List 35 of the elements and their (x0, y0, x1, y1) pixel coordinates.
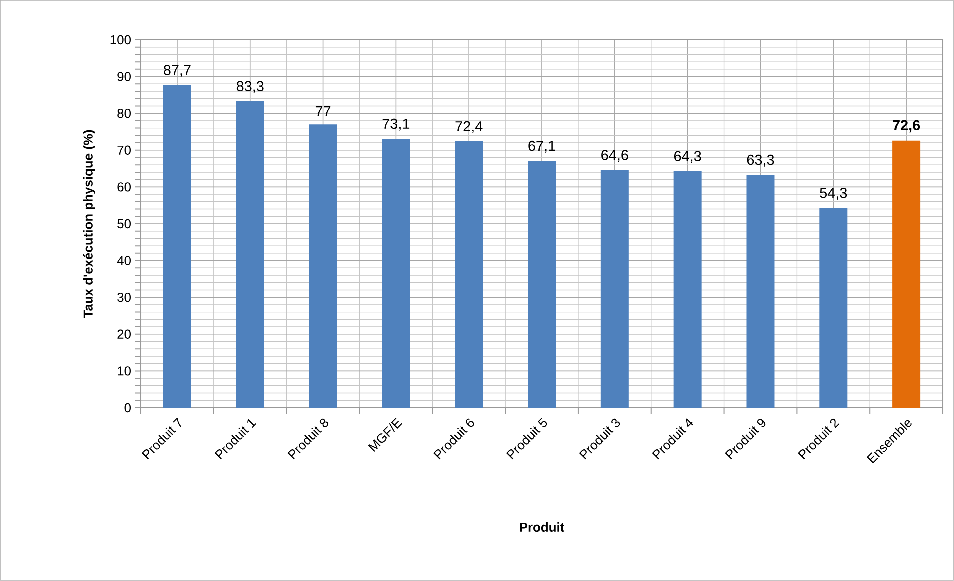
data-label: 67,1 (528, 140, 556, 153)
y-tick-label: 80 (118, 109, 131, 118)
y-axis-title: Taux d'exécution physique (%) (83, 130, 96, 318)
y-tick-label: 20 (118, 330, 131, 339)
data-label: 63,3 (747, 154, 774, 167)
bar (528, 161, 556, 408)
bar (892, 140, 921, 408)
data-label: 77 (316, 106, 331, 116)
y-tick-label: 60 (118, 182, 131, 192)
data-label: 64,3 (674, 151, 702, 164)
bar (309, 124, 338, 408)
bar (600, 170, 629, 408)
data-label: 83,3 (236, 81, 264, 94)
data-label: 72,6 (893, 120, 920, 133)
bar (163, 85, 192, 408)
x-axis-title: Produit (520, 522, 565, 532)
data-label: 87,7 (164, 65, 191, 78)
y-tick-label: 0 (124, 403, 131, 413)
data-label: 64,6 (602, 150, 628, 162)
data-label: 73,1 (382, 118, 410, 131)
bar (746, 175, 775, 408)
y-tick-label: 90 (118, 72, 131, 82)
data-label: 54,3 (820, 188, 848, 200)
data-label: 72,4 (456, 121, 483, 134)
bar (820, 208, 848, 408)
y-tick-label: 50 (118, 219, 131, 229)
bar (382, 138, 410, 408)
y-tick-label: 10 (118, 366, 131, 376)
y-tick-label: 30 (118, 292, 131, 302)
bar (236, 101, 264, 408)
bar (455, 142, 484, 408)
y-tick-label: 70 (118, 146, 131, 155)
y-tick-label: 40 (117, 256, 131, 266)
y-tick-label: 100 (110, 35, 131, 45)
bar (674, 171, 702, 408)
